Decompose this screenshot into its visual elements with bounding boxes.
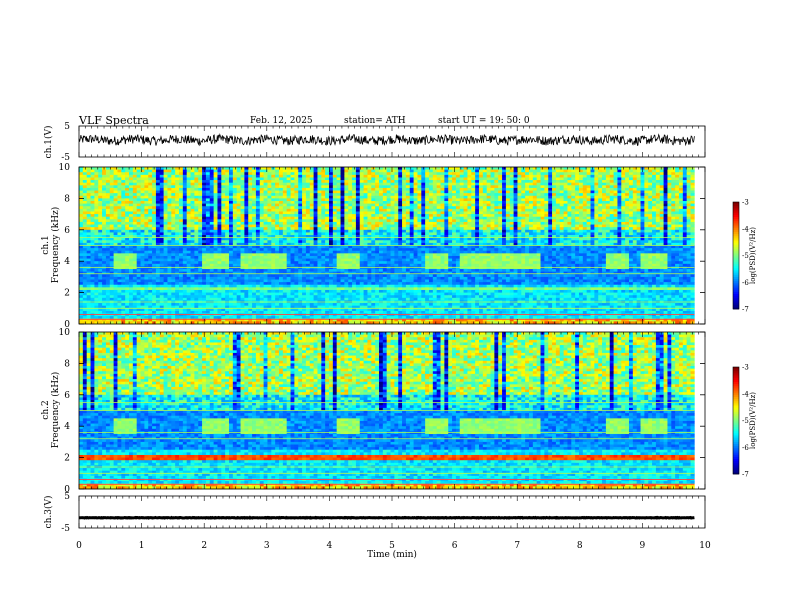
colorbar-label: log(PSD)(V²/Hz) [749, 227, 757, 284]
spectrogram-ytick-label: 4 [64, 422, 70, 432]
ch1-spectrogram-panel: 0 2 4 6 8 10 ch.1 Frequency (kHz) -3 -4 -5 -6 -7 l… [41, 163, 757, 330]
time-tick-label: 3 [264, 541, 270, 551]
ch2-colorbar: -3 -4 -5 -6 -7 log(PSD)(V²/Hz) [732, 364, 757, 479]
colorbar-tick-label: -5 [742, 417, 749, 425]
ch2-spectrogram-panel: 0 2 4 6 8 10 ch.2 Frequency (kHz) -3 -4 -5 -6 -7 l… [41, 328, 757, 495]
spectrogram-ytick-label: 8 [64, 359, 70, 369]
ch1-waveform-panel: 5 -5 ch.1(V) [43, 122, 706, 163]
ch3-waveform-ylabel: ch.3(V) [43, 496, 54, 529]
colorbar-tick-label: -4 [742, 390, 749, 398]
time-tick-label: 2 [201, 541, 207, 551]
spectrogram-ytick-label: 0 [64, 320, 70, 330]
spectrogram-ytick-label: 10 [59, 163, 71, 173]
colorbar-tick-label: -6 [742, 279, 749, 287]
colorbar-tick-label: -5 [742, 252, 749, 260]
colorbar-tick-label: -7 [742, 306, 749, 314]
spectrogram-ytick-label: 6 [64, 226, 70, 236]
ch1-waveform-line [78, 133, 695, 147]
ch1-spectrogram-ylabel-freq: Frequency (kHz) [50, 207, 61, 284]
figure-title: VLF Spectra [78, 114, 149, 127]
time-tick-label: 6 [452, 541, 458, 551]
spectrogram-ytick-label: 0 [64, 485, 70, 495]
ch1-spectrogram-image [79, 167, 695, 325]
ch2-spectrogram-image [79, 332, 695, 490]
spectrogram-ytick-label: 4 [64, 257, 70, 267]
time-tick-label: 1 [139, 541, 145, 551]
time-tick-label: 5 [389, 541, 395, 551]
colorbar-tick-label: -4 [742, 225, 749, 233]
ch3-ytick-top: 5 [64, 492, 70, 502]
spectrogram-ytick-label: 10 [59, 328, 71, 338]
spectrogram-ytick-label: 6 [64, 391, 70, 401]
time-tick-label: 9 [640, 541, 646, 551]
spectrogram-ytick-label: 8 [64, 194, 70, 204]
ch1-ytick-bottom: -5 [61, 153, 70, 163]
time-tick-label: 4 [327, 541, 333, 551]
colorbar-tick-label: -6 [742, 444, 749, 452]
ch3-waveform-line [79, 515, 695, 520]
header-date: Feb. 12, 2025 [250, 116, 313, 126]
ch2-spectrogram-ylabel-freq: Frequency (kHz) [50, 372, 61, 449]
time-tick-label: 10 [699, 541, 711, 551]
ch1-waveform-ylabel: ch.1(V) [43, 126, 54, 159]
header-station: station= ATH [344, 116, 406, 126]
colorbar-label: log(PSD)(V²/Hz) [749, 392, 757, 449]
ch1-spectrogram-ylabel-channel: ch.1 [41, 235, 51, 254]
ch3-waveform-panel: 5 -5 ch.3(V) [43, 492, 706, 534]
ch3-ytick-bottom: -5 [61, 524, 70, 534]
time-axis: 0 1 2 3 4 5 6 7 8 9 10 [76, 126, 711, 551]
colorbar-tick-label: -3 [742, 364, 749, 372]
ch1-colorbar: -3 -4 -5 -6 -7 log(PSD)(V²/Hz) [732, 199, 757, 314]
time-tick-label: 7 [514, 541, 520, 551]
time-tick-label: 0 [76, 541, 82, 551]
time-tick-label: 8 [577, 541, 583, 551]
spectrogram-ytick-label: 2 [64, 454, 70, 464]
ch1-ytick-top: 5 [64, 122, 70, 132]
colorbar-tick-label: -3 [742, 199, 749, 207]
time-axis-label: Time (min) [367, 549, 417, 560]
spectrogram-ytick-label: 2 [64, 289, 70, 299]
colorbar-tick-label: -7 [742, 471, 749, 479]
ch2-spectrogram-ylabel-channel: ch.2 [41, 400, 51, 419]
header-start-ut: start UT = 19: 50: 0 [438, 116, 530, 126]
